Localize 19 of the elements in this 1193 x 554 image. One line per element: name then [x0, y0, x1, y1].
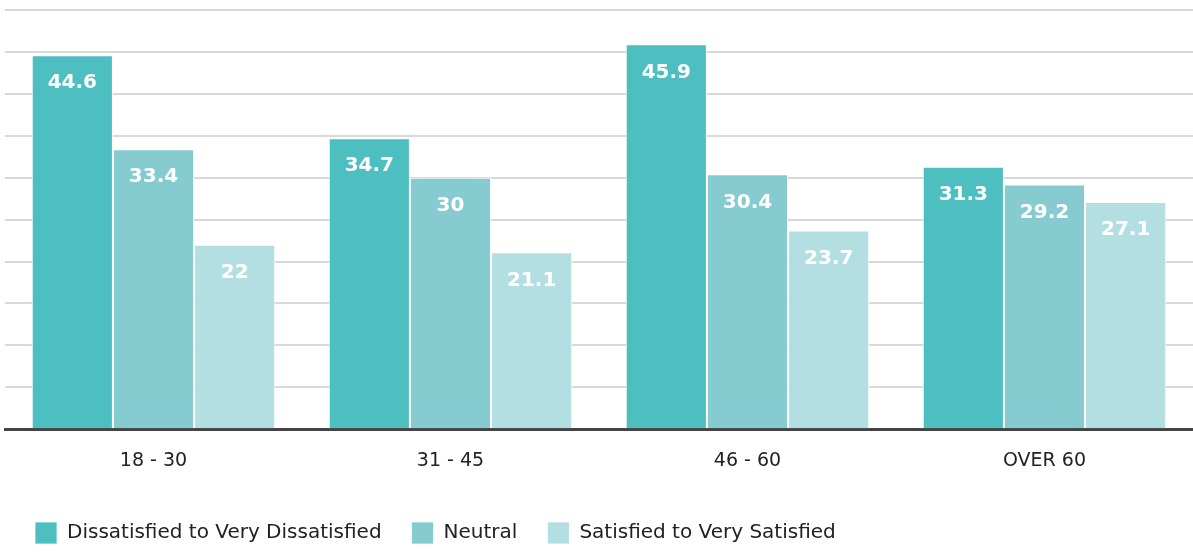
- x-tick-label: OVER 60: [1002, 447, 1087, 470]
- x-tick-label: 46 - 60: [713, 447, 782, 470]
- data-label: 23.7: [804, 244, 854, 269]
- data-label: 27.1: [1101, 216, 1151, 241]
- data-label: 34.7: [344, 152, 394, 177]
- x-tick-label: 18 - 30: [119, 447, 188, 470]
- data-label: 33.4: [128, 163, 179, 188]
- data-label: 29.2: [1019, 198, 1070, 223]
- data-label: 45.9: [641, 58, 691, 83]
- data-label: 30.4: [722, 188, 773, 213]
- data-label: 44.6: [47, 69, 97, 94]
- x-tick-label: 31 - 45: [416, 447, 485, 470]
- data-label: 21.1: [507, 266, 557, 291]
- data-label: 22: [220, 258, 249, 283]
- legend-label: Dissatisfied to Very Dissatisfied: [67, 519, 382, 544]
- legend-label: Satisfied to Very Satisfied: [579, 519, 836, 544]
- data-label: 30: [436, 191, 465, 216]
- data-label: 31.3: [938, 180, 988, 205]
- legend-label: Neutral: [443, 519, 518, 544]
